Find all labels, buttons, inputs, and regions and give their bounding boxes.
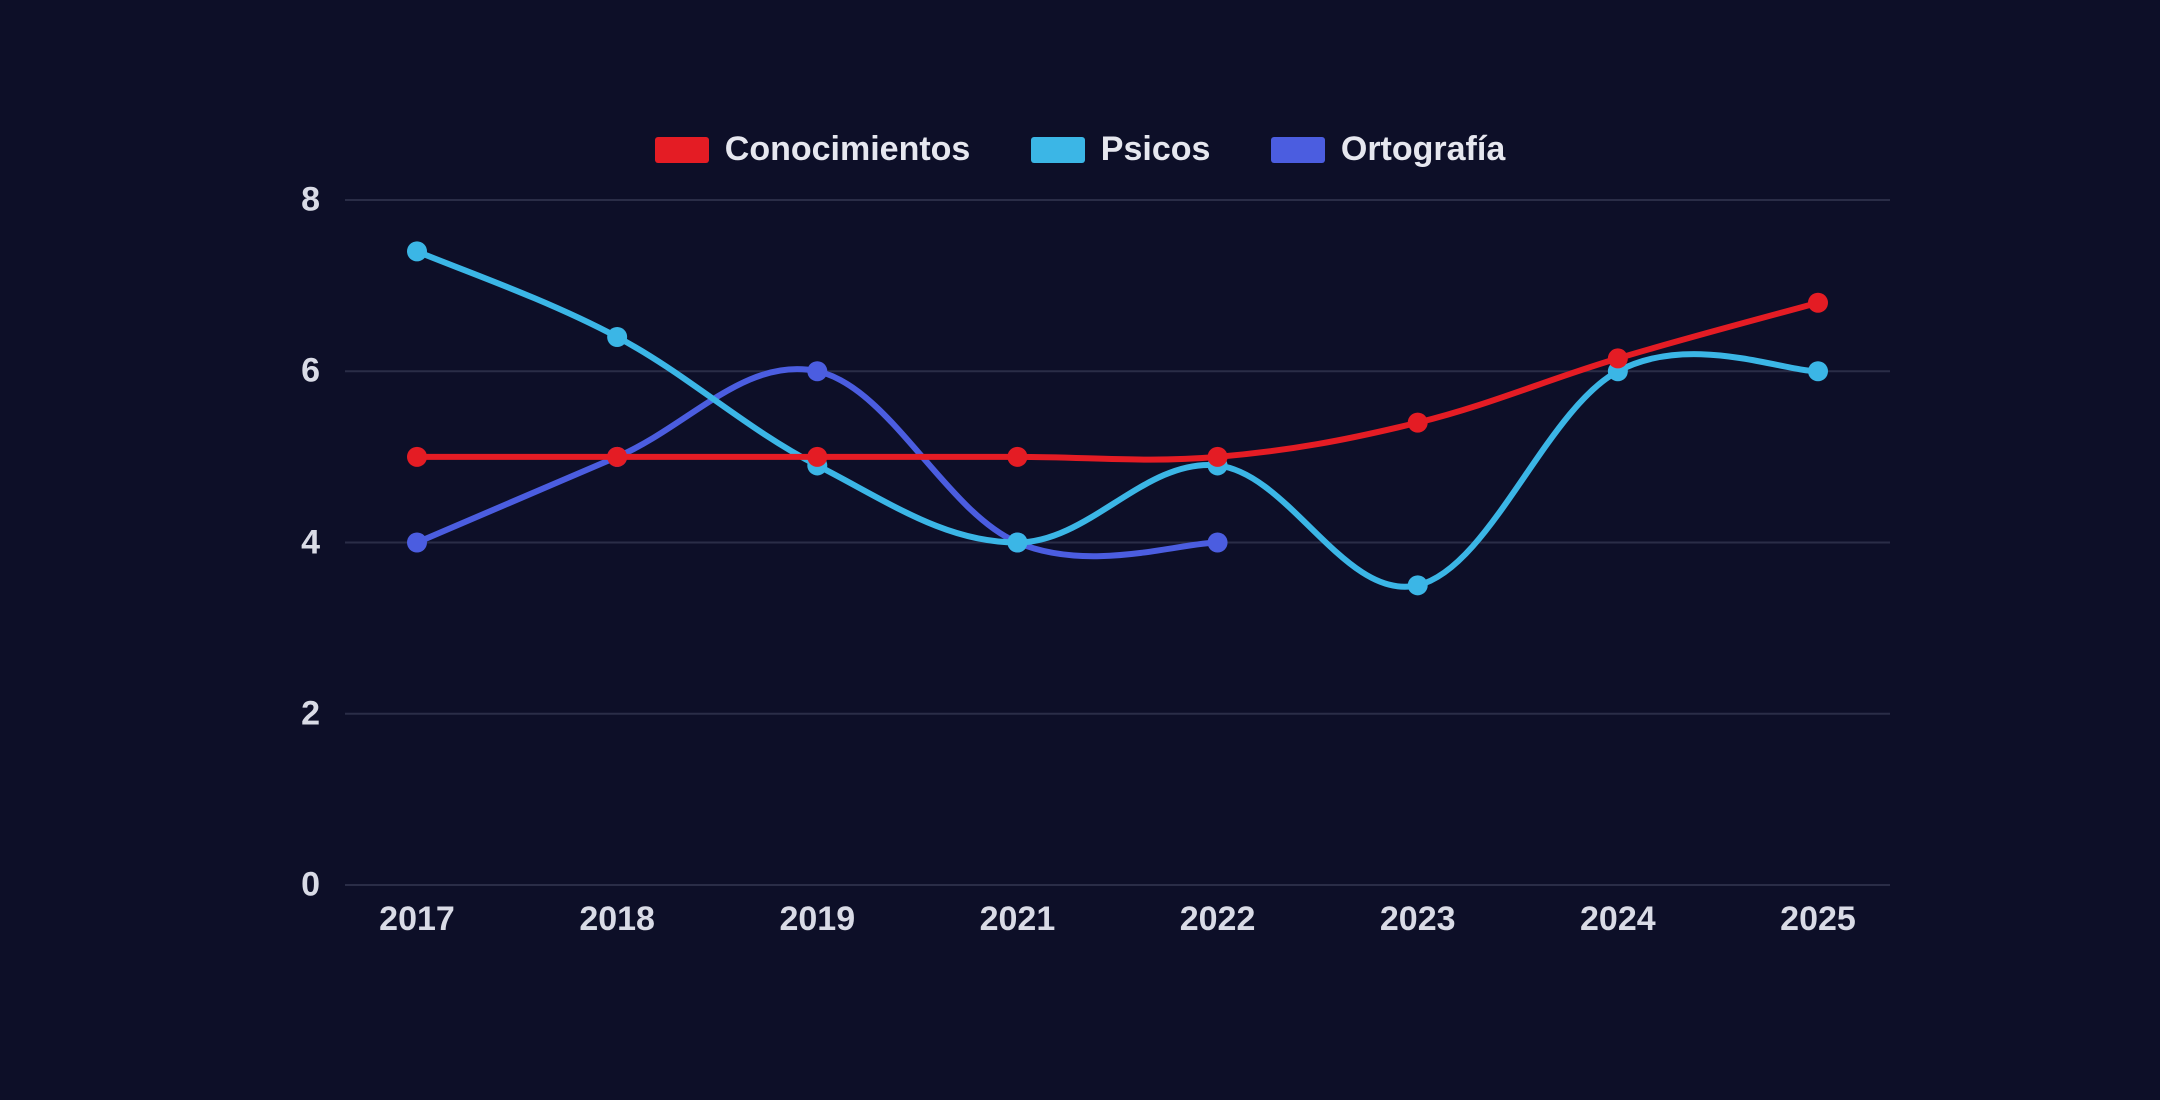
y-tick-label: 6 [260,352,320,391]
x-tick-label: 2022 [1180,900,1256,939]
y-tick-label: 0 [260,866,320,905]
x-tick-label: 2019 [779,900,855,939]
line-chart: Conocimientos Psicos Ortografía 02468 20… [0,0,2160,1100]
x-tick-label: 2017 [379,900,455,939]
x-tick-label: 2023 [1380,900,1456,939]
y-tick-label: 4 [260,523,320,562]
y-tick-label: 2 [260,694,320,733]
x-tick-label: 2025 [1780,900,1856,939]
x-tick-label: 2024 [1580,900,1656,939]
x-tick-label: 2018 [579,900,655,939]
y-tick-label: 8 [260,181,320,220]
x-tick-label: 2021 [980,900,1056,939]
